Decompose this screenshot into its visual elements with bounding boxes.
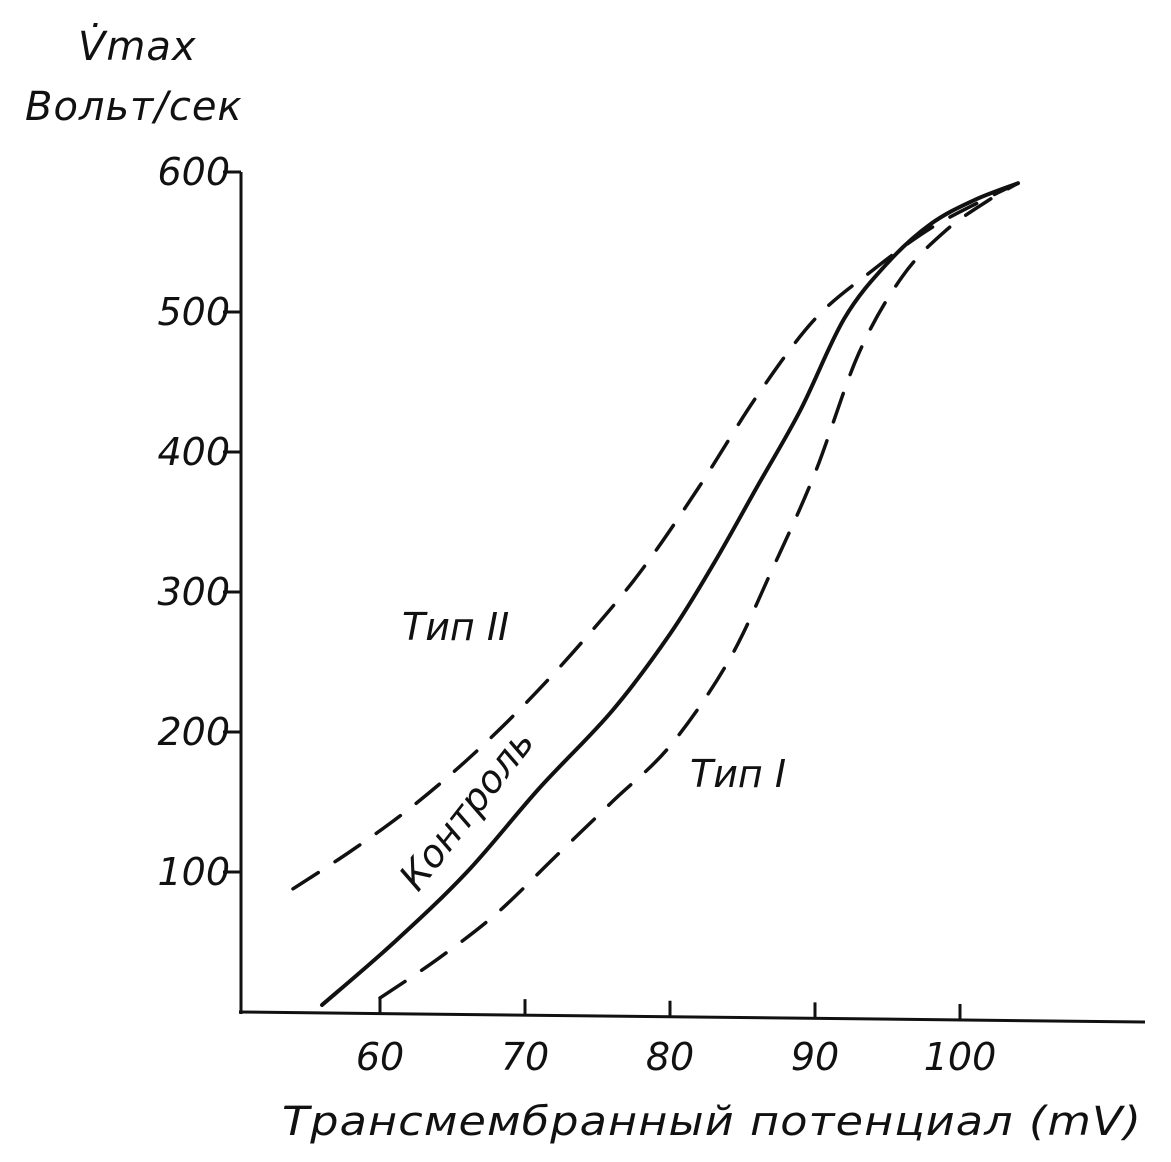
x-axis-title: Трансмембранный потенциал (mV) <box>282 1099 1142 1145</box>
y-tick-label: 600 <box>157 150 230 194</box>
y-tick-label: 500 <box>157 290 230 334</box>
ticks: 100 200 300 400 500 600 60 70 80 90 100 <box>157 150 996 1079</box>
x-tick-label: 100 <box>924 1035 997 1079</box>
x-tick-label: 70 <box>501 1035 549 1079</box>
x-tick-label: 90 <box>791 1035 839 1079</box>
y-tick-label: 300 <box>157 570 230 614</box>
x-tick-label: 80 <box>646 1035 694 1079</box>
y-axis-title-line1: V̇max <box>78 23 197 70</box>
series-label-tip-2: Тип II <box>402 605 509 649</box>
x-axis-line <box>238 1010 1146 1024</box>
y-tick-label: 100 <box>157 850 230 894</box>
series-line-tip-2 <box>291 181 1020 891</box>
x-tick-label: 60 <box>356 1035 404 1079</box>
series-line-tip-1 <box>378 181 1020 1000</box>
series-lines <box>291 181 1020 1007</box>
y-tick-label: 200 <box>157 710 230 754</box>
series-label-tip-1: Тип I <box>690 752 786 796</box>
y-axis-title-line2: Вольт/сек <box>25 84 243 130</box>
y-tick-label: 400 <box>157 430 230 474</box>
